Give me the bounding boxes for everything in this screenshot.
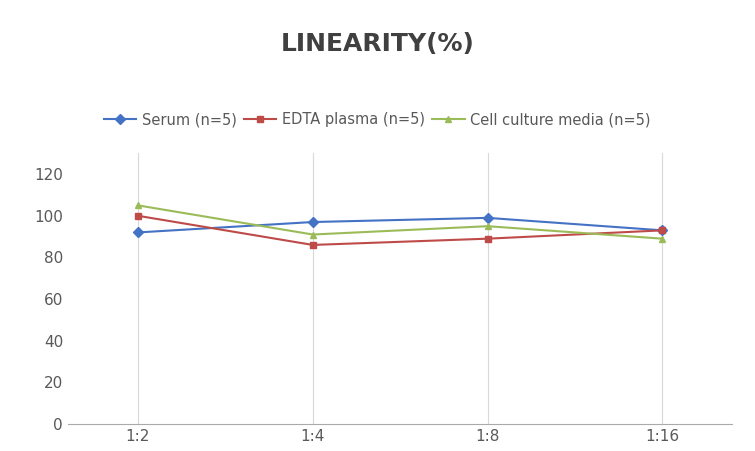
EDTA plasma (n=5) [658, 228, 667, 233]
Cell culture media (n=5) [483, 224, 492, 229]
Text: LINEARITY(%): LINEARITY(%) [281, 32, 474, 55]
Line: EDTA plasma (n=5): EDTA plasma (n=5) [134, 212, 666, 249]
Cell culture media (n=5) [658, 236, 667, 241]
EDTA plasma (n=5) [308, 242, 317, 248]
Line: Cell culture media (n=5): Cell culture media (n=5) [134, 202, 666, 242]
Serum (n=5) [308, 219, 317, 225]
Cell culture media (n=5) [134, 202, 143, 208]
Legend: Serum (n=5), EDTA plasma (n=5), Cell culture media (n=5): Serum (n=5), EDTA plasma (n=5), Cell cul… [98, 106, 657, 133]
EDTA plasma (n=5) [134, 213, 143, 218]
Serum (n=5) [483, 215, 492, 221]
Serum (n=5) [658, 228, 667, 233]
EDTA plasma (n=5) [483, 236, 492, 241]
Serum (n=5) [134, 230, 143, 235]
Line: Serum (n=5): Serum (n=5) [134, 214, 666, 236]
Cell culture media (n=5) [308, 232, 317, 237]
